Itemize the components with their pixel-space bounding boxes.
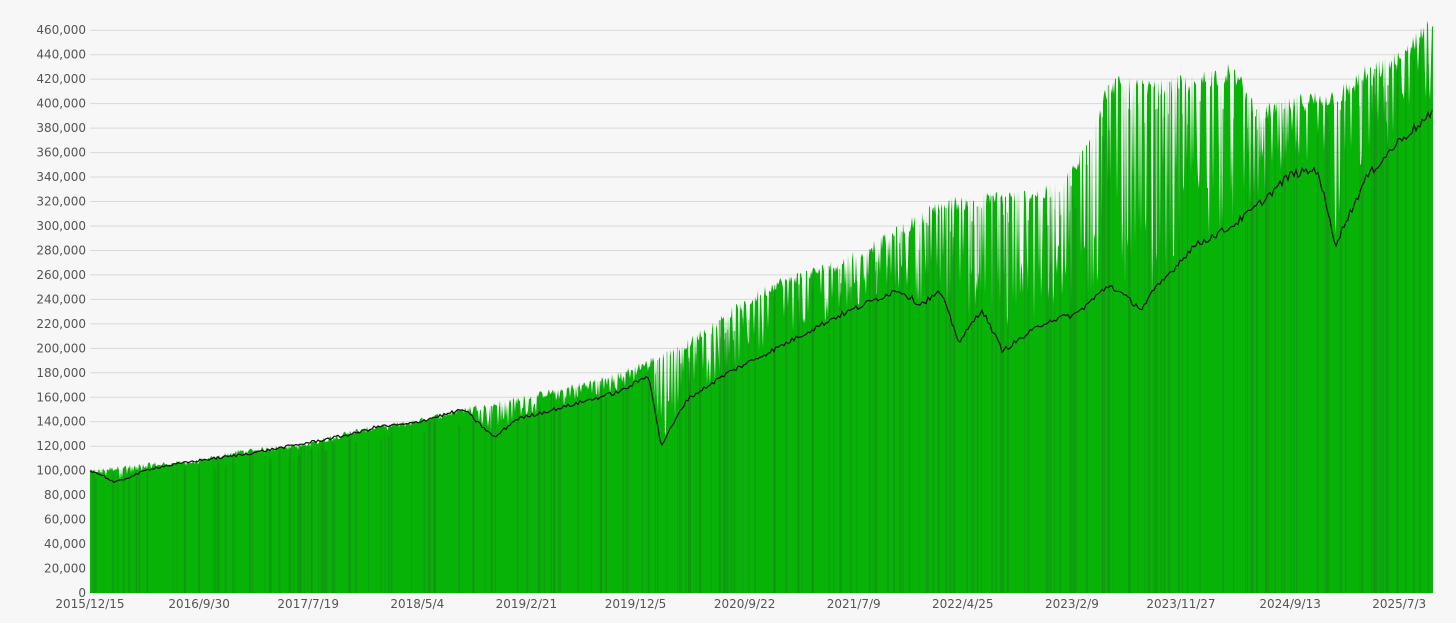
y-tick-label: 80,000 — [44, 488, 86, 502]
x-tick-label: 2022/4/25 — [932, 597, 994, 611]
y-tick-label: 380,000 — [36, 121, 86, 135]
y-tick-label: 40,000 — [44, 537, 86, 551]
y-tick-label: 0 — [78, 586, 86, 600]
y-tick-label: 60,000 — [44, 513, 86, 527]
y-tick-label: 440,000 — [36, 48, 86, 62]
y-axis: 0 20,000 40,000 60,000 80,000 100,000 120,000 1… — [36, 23, 86, 600]
y-tick-label: 400,000 — [36, 97, 86, 111]
y-tick-label: 240,000 — [36, 292, 86, 306]
y-tick-label: 120,000 — [36, 439, 86, 453]
x-tick-label: 2021/7/9 — [827, 597, 881, 611]
y-tick-label: 360,000 — [36, 146, 86, 160]
x-tick-label: 2020/9/22 — [714, 597, 776, 611]
x-tick-label: 2019/2/21 — [496, 597, 558, 611]
y-tick-label: 200,000 — [36, 341, 86, 355]
line-series — [89, 109, 1433, 484]
y-tick-label: 180,000 — [36, 366, 86, 380]
y-tick-label: 340,000 — [36, 170, 86, 184]
x-tick-label: 2018/5/4 — [390, 597, 444, 611]
y-tick-label: 220,000 — [36, 317, 86, 331]
x-tick-label: 2024/9/13 — [1259, 597, 1321, 611]
y-tick-label: 20,000 — [44, 562, 86, 576]
y-tick-label: 140,000 — [36, 415, 86, 429]
area-series — [90, 20, 1433, 594]
area-fill — [90, 20, 1433, 594]
x-tick-label: 2023/11/27 — [1146, 597, 1215, 611]
y-tick-label: 160,000 — [36, 390, 86, 404]
y-tick-label: 420,000 — [36, 72, 86, 86]
y-tick-label: 100,000 — [36, 464, 86, 478]
x-tick-label: 2016/9/30 — [168, 597, 230, 611]
x-tick-label: 2025/7/3 — [1372, 597, 1426, 611]
x-tick-label: 2017/7/19 — [277, 597, 339, 611]
y-tick-label: 280,000 — [36, 243, 86, 257]
x-axis: 2015/12/15 2016/9/30 2017/7/19 2018/5/4 2019… — [55, 597, 1426, 611]
y-tick-label: 460,000 — [36, 23, 86, 37]
y-tick-label: 320,000 — [36, 195, 86, 209]
y-tick-label: 300,000 — [36, 219, 86, 233]
series-line — [89, 109, 1433, 484]
y-tick-label: 260,000 — [36, 268, 86, 282]
x-tick-label: 2015/12/15 — [55, 597, 124, 611]
x-tick-label: 2019/12/5 — [605, 597, 667, 611]
x-tick-label: 2023/2/9 — [1045, 597, 1099, 611]
